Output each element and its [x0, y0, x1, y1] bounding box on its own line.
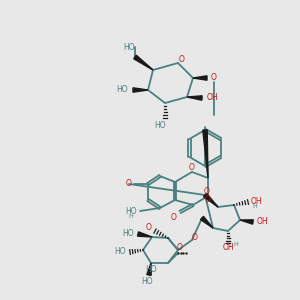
Text: O: O	[204, 188, 210, 196]
Text: HO: HO	[125, 206, 137, 215]
Polygon shape	[133, 88, 148, 92]
Polygon shape	[147, 263, 151, 275]
Text: HO: HO	[141, 277, 153, 286]
Polygon shape	[193, 76, 207, 80]
Text: OH: OH	[222, 244, 234, 253]
Polygon shape	[200, 216, 213, 228]
Polygon shape	[203, 194, 218, 207]
Text: OH: OH	[256, 218, 268, 226]
Text: HO: HO	[123, 43, 135, 52]
Polygon shape	[134, 55, 153, 70]
Text: H: H	[253, 205, 257, 209]
Text: HO: HO	[145, 266, 157, 274]
Text: O: O	[177, 244, 183, 253]
Text: O: O	[189, 164, 195, 172]
Text: O: O	[146, 224, 152, 232]
Text: HO: HO	[114, 248, 126, 256]
Text: OH: OH	[250, 196, 262, 206]
Text: O: O	[205, 196, 211, 205]
Polygon shape	[137, 232, 152, 237]
Text: HO: HO	[122, 229, 134, 238]
Text: O: O	[171, 212, 177, 221]
Polygon shape	[240, 220, 253, 224]
Text: O: O	[126, 179, 132, 188]
Text: H: H	[129, 214, 134, 220]
Polygon shape	[187, 96, 202, 100]
Text: O: O	[192, 232, 198, 242]
Polygon shape	[203, 130, 208, 178]
Text: O: O	[211, 73, 217, 82]
Text: OH: OH	[206, 94, 218, 103]
Text: HO: HO	[154, 122, 166, 130]
Text: H: H	[234, 242, 239, 247]
Text: HO: HO	[116, 85, 128, 94]
Text: O: O	[179, 56, 185, 64]
